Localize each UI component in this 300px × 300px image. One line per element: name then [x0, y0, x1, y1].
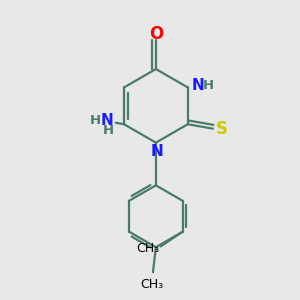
- Text: S: S: [216, 120, 228, 138]
- Text: H: H: [202, 80, 214, 92]
- Text: N: N: [191, 79, 204, 94]
- Text: CH₃: CH₃: [140, 278, 163, 291]
- Text: H: H: [103, 124, 114, 137]
- Text: H: H: [90, 114, 101, 127]
- Text: O: O: [149, 25, 163, 43]
- Text: N: N: [151, 144, 164, 159]
- Text: CH₃: CH₃: [137, 242, 160, 255]
- Text: N: N: [101, 113, 114, 128]
